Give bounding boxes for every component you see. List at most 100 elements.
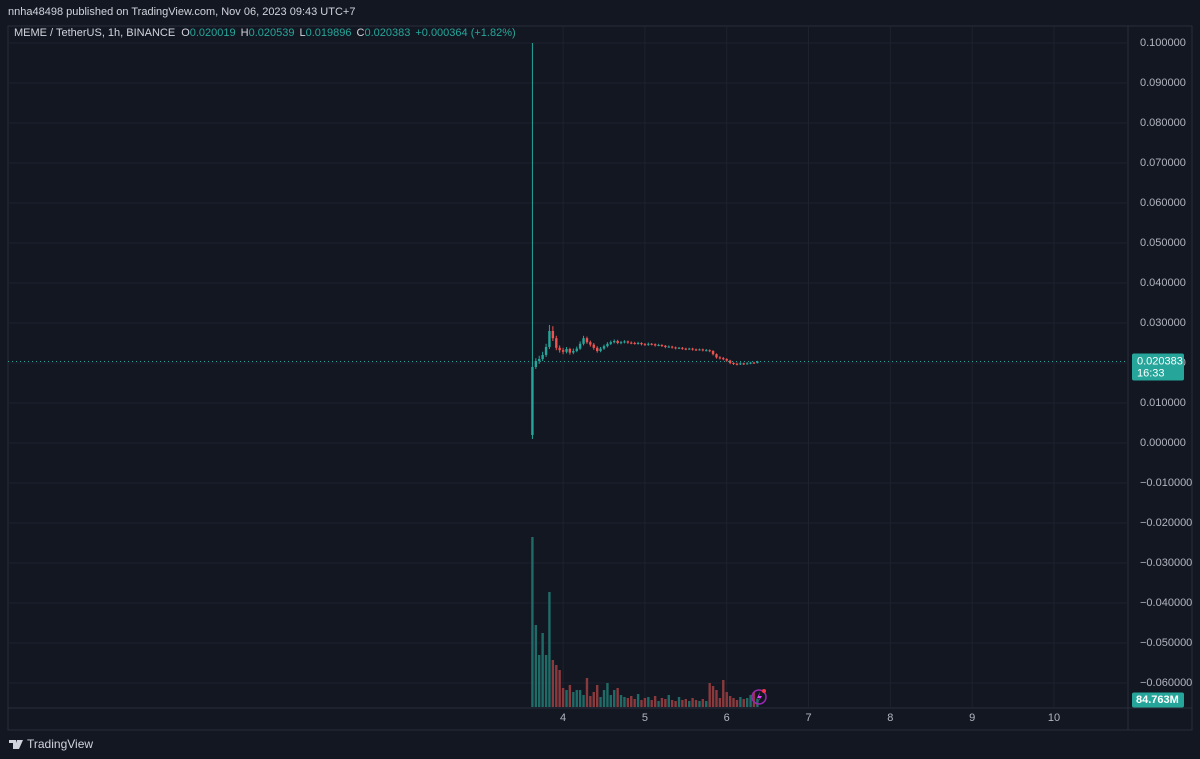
candle-body <box>534 361 538 367</box>
y-tick-label: 0.100000 <box>1140 37 1186 49</box>
volume-bar <box>599 697 602 707</box>
candle-body <box>694 349 698 351</box>
pane-border <box>7 25 1193 731</box>
candle-body <box>752 362 756 364</box>
volume-bar <box>541 633 544 707</box>
x-tick-label: 5 <box>642 712 648 724</box>
candle-body <box>582 338 585 344</box>
candle-body <box>657 345 660 346</box>
candle-body <box>585 338 589 343</box>
volume-bar <box>691 698 694 707</box>
volume-bar <box>575 690 578 707</box>
volume-bar <box>585 678 589 707</box>
volume-bar <box>650 700 653 707</box>
volume-bar <box>606 683 609 707</box>
candle-body <box>670 346 674 348</box>
candle-body <box>575 348 578 351</box>
legend-change: +0.000364 (+1.82%) <box>415 27 515 39</box>
candle-body <box>650 343 653 345</box>
candle-body <box>708 350 711 352</box>
candle-body <box>551 331 555 339</box>
volume-bar <box>609 695 612 707</box>
candle-body <box>660 345 664 346</box>
volume-bar <box>630 696 633 707</box>
candle-body <box>667 346 670 348</box>
candle-body <box>688 348 691 350</box>
volume-bar <box>715 690 718 707</box>
volume-bar <box>531 537 534 707</box>
candle-body <box>698 349 701 351</box>
volume-bar <box>555 665 558 707</box>
candle-body <box>674 347 677 349</box>
logo-mark <box>9 740 23 749</box>
candle-body <box>643 344 647 346</box>
volume-bar <box>728 696 732 707</box>
candle-body <box>711 351 715 355</box>
brand: TradingView <box>27 737 93 751</box>
volume-bar <box>561 688 565 707</box>
candle-body <box>606 343 609 347</box>
volume-bar <box>718 698 722 707</box>
y-tick-label: −0.050000 <box>1140 637 1192 649</box>
y-tick-label: 0.050000 <box>1140 237 1186 249</box>
volume-bar <box>643 698 647 707</box>
volume-bar <box>698 701 701 707</box>
volume-bar <box>745 698 749 707</box>
volume-label-box <box>1132 692 1184 708</box>
volume-bar <box>592 692 595 707</box>
candle-body <box>558 347 561 351</box>
candle-body <box>756 361 759 363</box>
icon-ring <box>751 689 767 705</box>
axis-labels: 0.100000 0.090000 0.080000 0.070000 0.060000… <box>560 37 1192 724</box>
volume-bar <box>708 683 711 707</box>
y-tick-label: −0.020000 <box>1140 517 1192 529</box>
y-tick-label: 0.000000 <box>1140 437 1186 449</box>
volume-bar <box>568 685 572 707</box>
y-tick-label: 0.070000 <box>1140 157 1186 169</box>
y-tick-label: −0.010000 <box>1140 477 1192 489</box>
volume-bar <box>694 700 698 707</box>
volume-bar <box>602 690 606 707</box>
volume-bar <box>578 690 582 707</box>
candle-body <box>572 351 575 353</box>
candle-body <box>735 363 739 365</box>
flash-icon <box>751 689 767 705</box>
price-label-box <box>1132 353 1184 381</box>
x-tick-label: 6 <box>724 712 730 724</box>
candle-body <box>677 347 681 349</box>
x-tick-label: 9 <box>969 712 975 724</box>
candle-body <box>640 343 643 345</box>
volume-bar <box>544 655 548 707</box>
volume-bar <box>613 690 616 707</box>
candle-body <box>633 343 636 344</box>
volume-bar <box>548 592 551 707</box>
volume-bar <box>711 686 715 707</box>
candle-body <box>538 359 541 361</box>
candle-body <box>681 347 684 349</box>
candle-body <box>565 349 568 352</box>
y-tick-label: −0.040000 <box>1140 597 1192 609</box>
legend-key: O <box>181 27 190 39</box>
y-tick-label: 0.090000 <box>1140 77 1186 89</box>
volume-bar <box>756 698 759 707</box>
x-tick-label: 4 <box>560 712 566 724</box>
volume-bar <box>623 697 626 707</box>
volume-bar <box>626 698 630 707</box>
y-tick-label: 0.010000 <box>1140 397 1186 409</box>
legend-value: 0.019896 <box>306 27 352 39</box>
volume-bar <box>653 696 657 707</box>
legend-key: C <box>357 27 365 39</box>
x-tick-label: 10 <box>1048 712 1060 724</box>
candle-body <box>745 363 749 365</box>
candle-body <box>619 342 623 344</box>
y-tick-label: 0.040000 <box>1140 277 1186 289</box>
legend-key: L <box>299 27 305 39</box>
volume-bars <box>531 537 759 707</box>
volume-bar <box>677 697 681 707</box>
volume-bar <box>551 660 555 707</box>
candle-body <box>531 367 534 435</box>
volume-bar <box>688 701 691 707</box>
candle-body <box>541 355 544 359</box>
